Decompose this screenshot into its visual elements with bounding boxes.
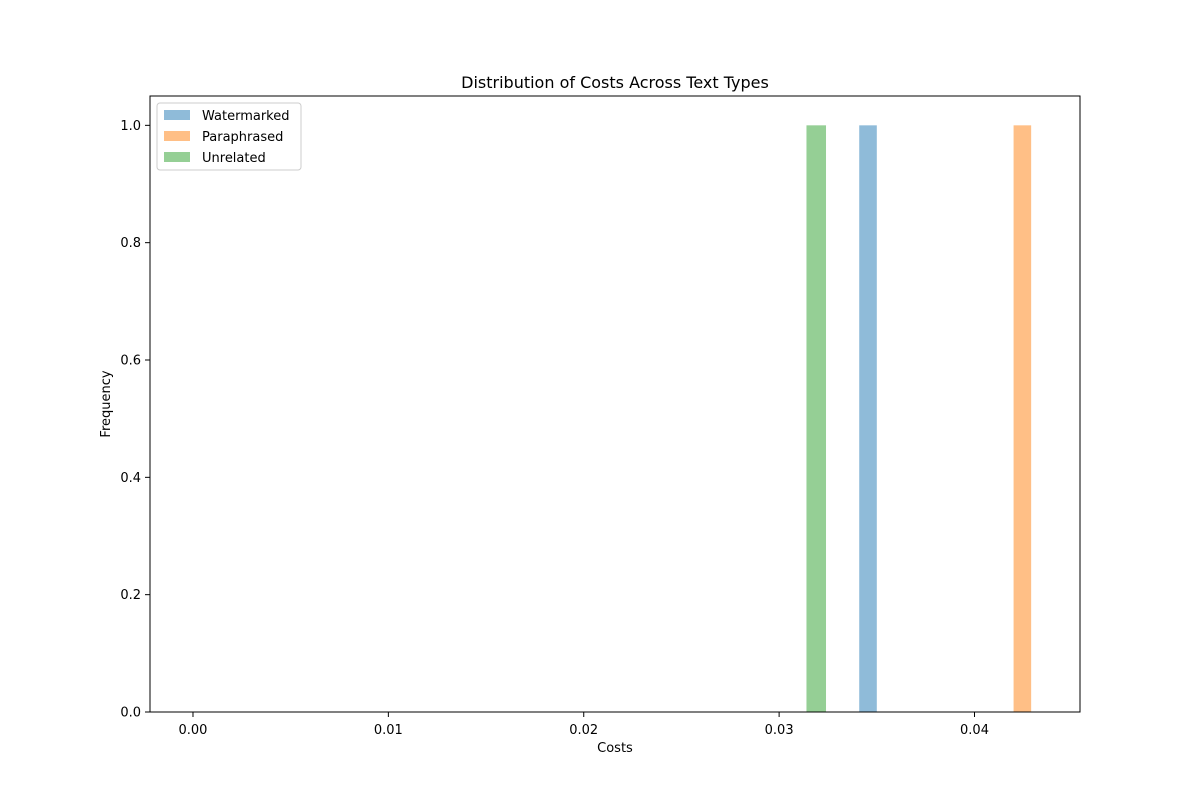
y-axis: 0.0 0.2 0.4 0.6 0.8 1.0 xyxy=(120,119,150,721)
y-tick-label: 0.4 xyxy=(120,471,141,486)
bars-layer xyxy=(806,125,1032,713)
x-axis: 0.00 0.01 0.02 0.03 0.04 xyxy=(179,712,989,738)
legend-frame xyxy=(156,102,302,171)
chart-title: Distribution of Costs Across Text Types xyxy=(461,73,769,92)
plot-frame xyxy=(149,95,1081,713)
y-tick-label: 0.8 xyxy=(120,236,141,251)
x-tick-label: 0.01 xyxy=(374,723,403,738)
y-tick-label: 0.6 xyxy=(120,354,141,369)
x-tick-label: 0.03 xyxy=(765,723,794,738)
legend-swatch-unrelated xyxy=(164,152,190,162)
legend-swatch-paraphrased xyxy=(164,131,190,141)
bar-paraphrased-0 xyxy=(1013,125,1032,713)
x-tick-label: 0.00 xyxy=(179,723,208,738)
y-tick-label: 0.0 xyxy=(120,706,141,721)
y-axis-label: Frequency xyxy=(99,370,114,437)
y-tick-label: 0.2 xyxy=(120,588,141,603)
bar-unrelated-0 xyxy=(806,125,827,713)
legend-label-unrelated: Unrelated xyxy=(202,151,266,166)
legend-swatch-watermarked xyxy=(164,110,190,120)
legend-label-watermarked: Watermarked xyxy=(202,109,290,124)
x-tick-label: 0.04 xyxy=(960,723,989,738)
legend-label-paraphrased: Paraphrased xyxy=(202,130,283,145)
bar-watermarked-0 xyxy=(859,125,877,713)
y-tick-label: 1.0 xyxy=(120,119,141,134)
legend: Watermarked Paraphrased Unrelated xyxy=(156,102,302,171)
x-axis-label: Costs xyxy=(597,741,633,756)
x-tick-label: 0.02 xyxy=(569,723,598,738)
